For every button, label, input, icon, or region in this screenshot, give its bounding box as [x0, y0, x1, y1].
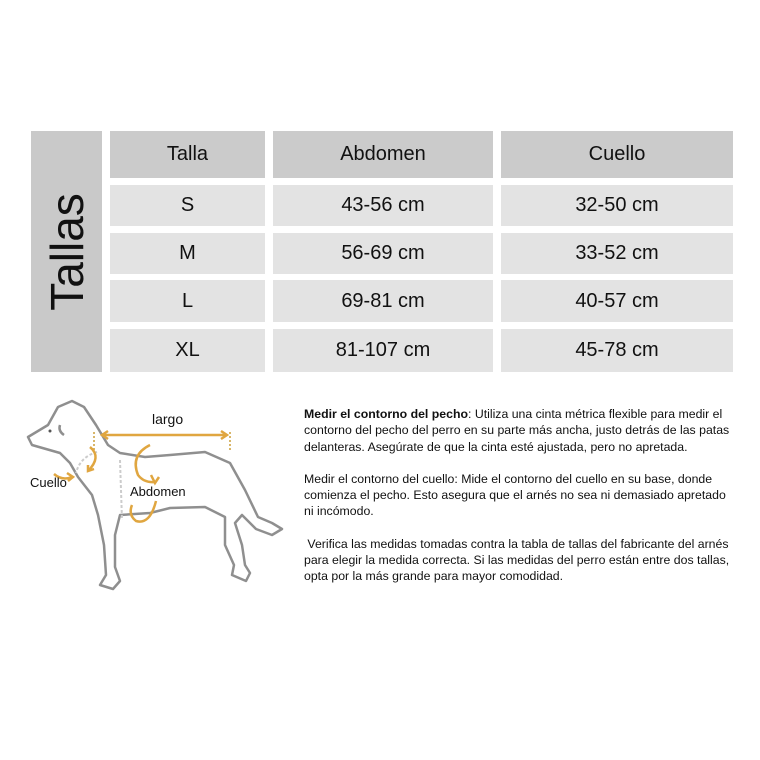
- label-cuello: Cuello: [30, 475, 67, 490]
- row-s-abdomen: 43-56 cm: [273, 185, 493, 226]
- header-talla: Talla: [110, 131, 265, 178]
- instruction-chest: Medir el contorno del pecho: Utiliza una…: [304, 407, 730, 454]
- row-l-cuello: 40-57 cm: [501, 280, 733, 322]
- side-label: Tallas: [40, 192, 93, 311]
- row-s-talla: S: [110, 185, 265, 226]
- dog-measurement-diagram: [26, 399, 284, 591]
- measurement-arrows-icon: [53, 429, 230, 523]
- measurement-instructions: Medir el contorno del pecho: Utiliza una…: [304, 406, 736, 601]
- row-l-talla: L: [110, 280, 265, 322]
- row-m-cuello: 33-52 cm: [501, 233, 733, 274]
- header-cuello: Cuello: [501, 131, 733, 178]
- row-s-cuello: 32-50 cm: [501, 185, 733, 226]
- instruction-neck: Medir el contorno del cuello: Mide el co…: [304, 471, 726, 519]
- row-xl-abdomen: 81-107 cm: [273, 329, 493, 372]
- instruction-verify: Verifica las medidas tomadas contra la t…: [304, 536, 733, 584]
- label-largo: largo: [152, 411, 184, 427]
- label-abdomen: Abdomen: [130, 484, 186, 499]
- row-xl-talla: XL: [110, 329, 265, 372]
- row-m-abdomen: 56-69 cm: [273, 233, 493, 274]
- row-xl-cuello: 45-78 cm: [501, 329, 733, 372]
- row-m-talla: M: [110, 233, 265, 274]
- side-label-cell: Tallas: [31, 131, 102, 372]
- header-abdomen: Abdomen: [273, 131, 493, 178]
- row-l-abdomen: 69-81 cm: [273, 280, 493, 322]
